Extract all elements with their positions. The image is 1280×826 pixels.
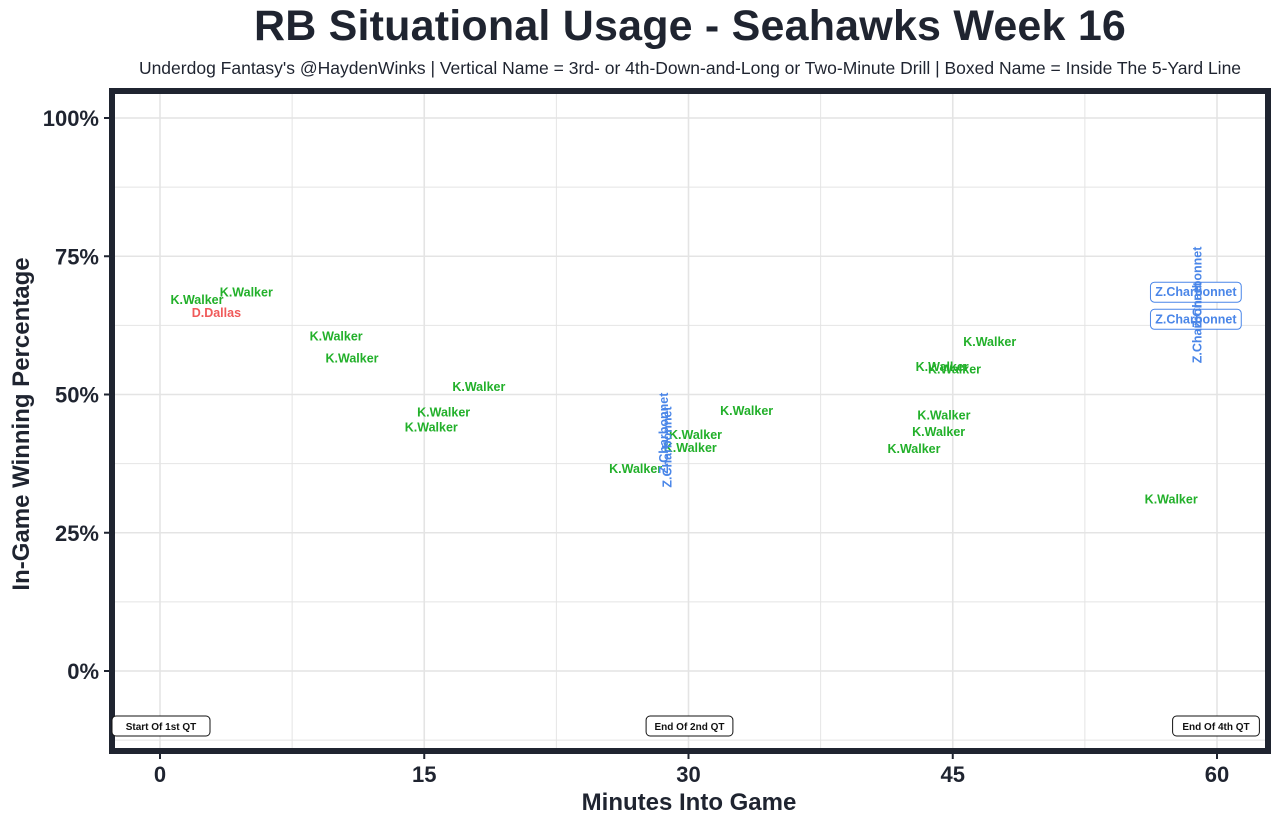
data-point: K.Walker xyxy=(405,421,458,435)
data-point: K.Walker xyxy=(720,404,773,418)
quarter-marker: End Of 4th QT xyxy=(1172,715,1260,737)
quarter-marker-label: Start Of 1st QT xyxy=(126,722,197,733)
data-point: K.Walker xyxy=(1145,493,1198,507)
y-tick-label: 75% xyxy=(55,244,99,269)
data-point: K.Walker xyxy=(887,442,940,456)
data-point: K.Walker xyxy=(917,409,970,423)
quarter-marker-label: End Of 2nd QT xyxy=(655,722,725,733)
data-point-boxed: Z.Charbonnet xyxy=(1149,281,1242,303)
quarter-marker-label: End Of 4th QT xyxy=(1182,722,1249,733)
x-axis-title: Minutes Into Game xyxy=(582,789,797,816)
x-tick-label: 0 xyxy=(154,762,166,787)
chart-title: RB Situational Usage - Seahawks Week 16 xyxy=(253,2,1127,50)
y-axis-title: In-Game Winning Percentage xyxy=(8,257,35,590)
x-axis-ticks: 0 15 30 45 60 xyxy=(154,751,1229,787)
grid-lines xyxy=(112,91,1268,751)
data-point-label: Z.Charbonnet xyxy=(1155,285,1237,299)
data-point: K.Walker xyxy=(310,329,363,343)
y-tick-label: 50% xyxy=(55,383,99,408)
x-tick-label: 45 xyxy=(941,762,965,787)
x-tick-label: 15 xyxy=(412,762,436,787)
data-point: K.Walker xyxy=(916,360,969,374)
data-point: K.Walker xyxy=(326,352,379,366)
data-point: K.Walker xyxy=(912,425,965,439)
data-point: K.Walker xyxy=(220,286,273,300)
x-tick-label: 30 xyxy=(676,762,700,787)
data-points: K.WalkerK.WalkerD.DallasK.WalkerK.Walker… xyxy=(170,246,1242,507)
y-tick-label: 0% xyxy=(67,659,99,684)
data-point: K.Walker xyxy=(928,363,981,377)
plot-frame xyxy=(109,88,1271,754)
data-point: K.Walker xyxy=(664,441,717,455)
data-point: K.Walker xyxy=(417,406,470,420)
x-tick-label: 60 xyxy=(1205,762,1229,787)
data-point-vertical: Z.Charbonnet xyxy=(660,406,674,488)
data-point-vertical: Z.Charbonnet xyxy=(1191,246,1205,328)
data-point-label: Z.Charbonnet xyxy=(1155,312,1237,326)
y-axis-ticks: 0% 25% 50% 75% 100% xyxy=(43,106,112,684)
data-point-vertical: Z.Charbonnet xyxy=(1191,281,1205,363)
quarter-marker: End Of 2nd QT xyxy=(645,715,734,737)
y-tick-label: 100% xyxy=(43,106,99,131)
data-point: K.Walker xyxy=(609,462,662,476)
data-point: K.Walker xyxy=(669,428,722,442)
data-point-vertical: Z.Charbonnet xyxy=(657,392,671,474)
y-tick-label: 25% xyxy=(55,521,99,546)
quarter-marker: Start Of 1st QT xyxy=(111,715,211,737)
data-point: K.Walker xyxy=(963,335,1016,349)
data-point-boxed: Z.Charbonnet xyxy=(1149,308,1242,330)
chart-subtitle: Underdog Fantasy's @HaydenWinks | Vertic… xyxy=(138,58,1242,78)
data-point: D.Dallas xyxy=(192,306,241,320)
data-point: K.Walker xyxy=(452,380,505,394)
quarter-markers: Start Of 1st QT End Of 2nd QT End Of 4th Q… xyxy=(111,715,1260,737)
data-point: K.Walker xyxy=(170,293,223,307)
